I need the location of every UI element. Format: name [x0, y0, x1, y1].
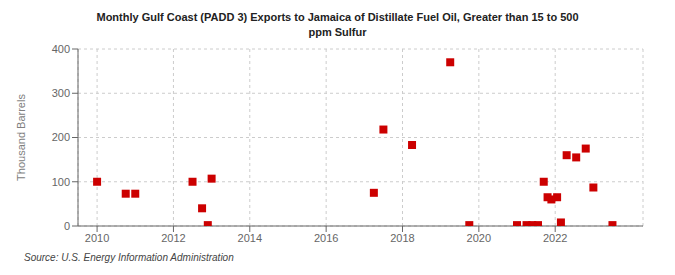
svg-text:100: 100 — [52, 175, 70, 187]
svg-text:300: 300 — [52, 87, 70, 99]
html-text:Monthly Gulf Coast (PADD 3) Ex: Monthly Gulf Coast (PADD 3) Exports to J… — [96, 11, 579, 23]
svg-text:2020: 2020 — [467, 231, 491, 243]
svg-text:2018: 2018 — [390, 231, 414, 243]
svg-text:400: 400 — [52, 43, 70, 55]
svg-text:2014: 2014 — [238, 231, 262, 243]
html-text:ppm Sulfur: ppm Sulfur — [308, 26, 367, 38]
svg-text:Thousand Barrels: Thousand Barrels — [15, 93, 27, 180]
svg-text:2010: 2010 — [85, 231, 109, 243]
html-text:Source: U.S. Energy Informatio: Source: U.S. Energy Information Administ… — [24, 251, 234, 263]
svg-text:0: 0 — [64, 220, 70, 232]
svg-text:2022: 2022 — [543, 231, 567, 243]
svg-text:2012: 2012 — [161, 231, 185, 243]
svg-text:2016: 2016 — [314, 231, 338, 243]
svg-text:200: 200 — [52, 131, 70, 143]
